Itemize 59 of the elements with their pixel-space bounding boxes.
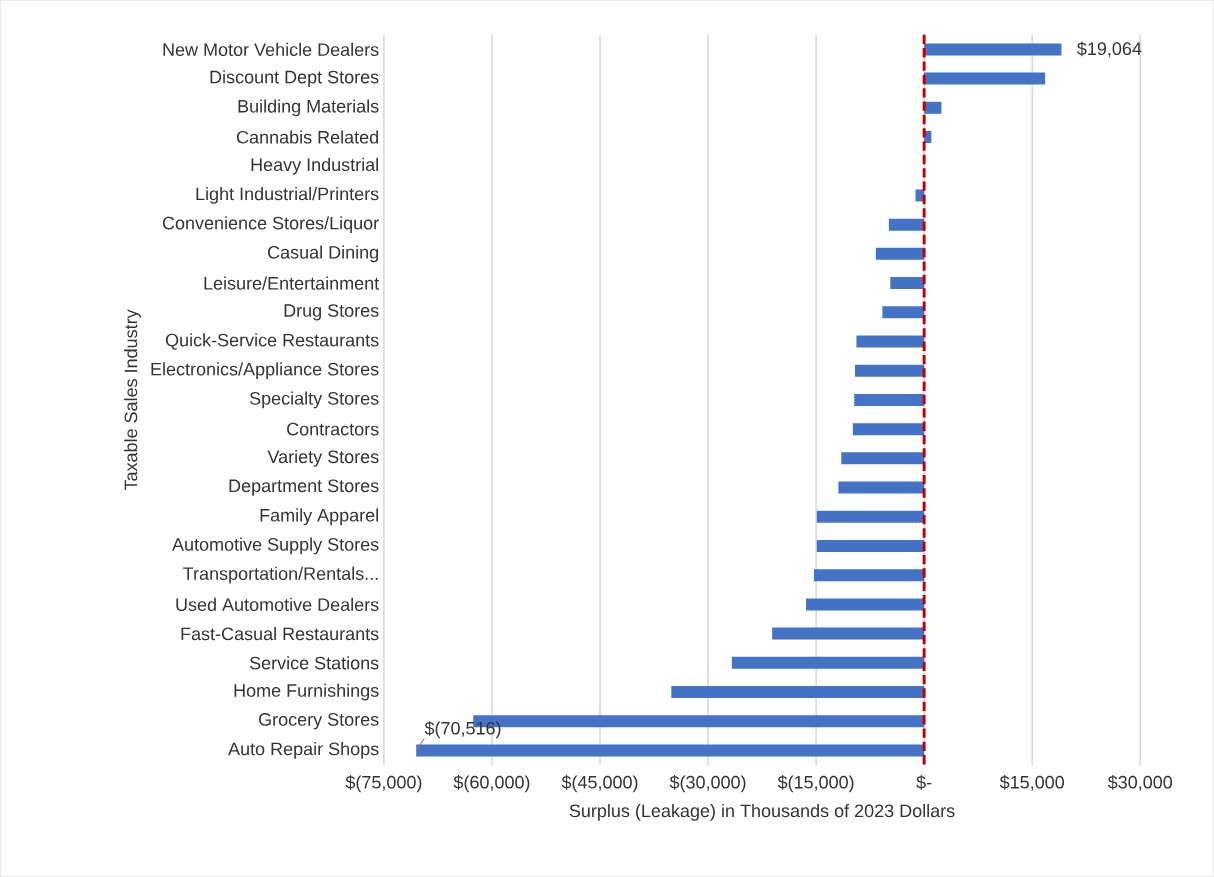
bar: [816, 510, 925, 523]
bar: [852, 423, 925, 436]
bar: [841, 452, 925, 465]
bar: [813, 569, 925, 582]
x-axis-title: Surplus (Leakage) in Thousands of 2023 Dollars: [569, 804, 955, 821]
y-tick-label: Convenience Stores/Liquor: [162, 216, 379, 234]
bar: [888, 218, 925, 231]
bar: [924, 72, 1046, 85]
bar: [882, 306, 925, 319]
y-tick-label: Specialty Stores: [249, 391, 379, 409]
y-tick-label: Auto Repair Shops: [228, 742, 379, 759]
y-tick-label: Drug Stores: [284, 304, 379, 321]
bar: [806, 598, 925, 611]
bar: [816, 540, 925, 553]
y-tick-label: Light Industrial/Printers: [196, 187, 379, 204]
y-tick-label: Variety Stores: [267, 450, 379, 467]
bar: [856, 335, 925, 348]
bar: [924, 101, 942, 114]
x-tick-label: $30,000: [1107, 775, 1173, 791]
bar: [924, 43, 1062, 56]
bar: [671, 686, 925, 699]
y-tick-label: Grocery Stores: [259, 713, 379, 730]
y-tick-label: Fast-Casual Restaurants: [181, 627, 379, 641]
y-tick-label: Quick-Service Restaurants: [165, 333, 379, 350]
y-tick-label: Used Automotive Dealers: [176, 597, 379, 612]
y-tick-label: Building Materials: [238, 99, 379, 117]
bar: [854, 393, 925, 406]
y-axis-title: Taxable Sales Industry: [124, 309, 141, 491]
y-tick-label: Transportation/Rentals...: [183, 566, 378, 584]
y-tick-label: Cannabis Related: [236, 130, 378, 144]
bar: [416, 744, 925, 757]
data-label: $19,064: [1077, 41, 1142, 58]
x-tick-label: $(75,000): [345, 775, 422, 793]
y-tick-label: Casual Dining: [268, 245, 378, 263]
data-label: $(70,516): [424, 721, 501, 739]
y-tick-label: Heavy Industrial: [251, 157, 378, 175]
y-tick-label: Electronics/Appliance Stores: [151, 362, 379, 380]
bar: [854, 364, 925, 377]
y-tick-label: Contractors: [287, 422, 379, 436]
y-tick-label: Home Furnishings: [234, 683, 379, 701]
y-tick-label: Service Stations: [249, 656, 379, 670]
y-tick-label: New Motor Vehicle Dealers: [163, 42, 379, 57]
y-tick-label: Discount Dept Stores: [210, 70, 379, 88]
bar: [875, 247, 925, 260]
bar: [890, 277, 925, 290]
x-tick-label: $15,000: [999, 775, 1065, 791]
bar: [772, 627, 925, 640]
y-tick-label: Leisure/Entertainment: [204, 276, 380, 290]
bar: [731, 656, 925, 669]
x-tick-label: $(15,000): [777, 775, 854, 793]
y-tick-label: Family Apparel: [260, 508, 378, 526]
x-tick-label: $-: [916, 775, 932, 790]
x-tick-label: $(30,000): [669, 775, 746, 793]
x-tick-label: $(60,000): [453, 775, 530, 793]
x-tick-label: $(45,000): [561, 775, 638, 793]
bar: [838, 481, 925, 494]
bar: [915, 189, 925, 202]
y-tick-label: Automotive Supply Stores: [172, 537, 379, 555]
y-tick-label: Department Stores: [229, 479, 379, 496]
